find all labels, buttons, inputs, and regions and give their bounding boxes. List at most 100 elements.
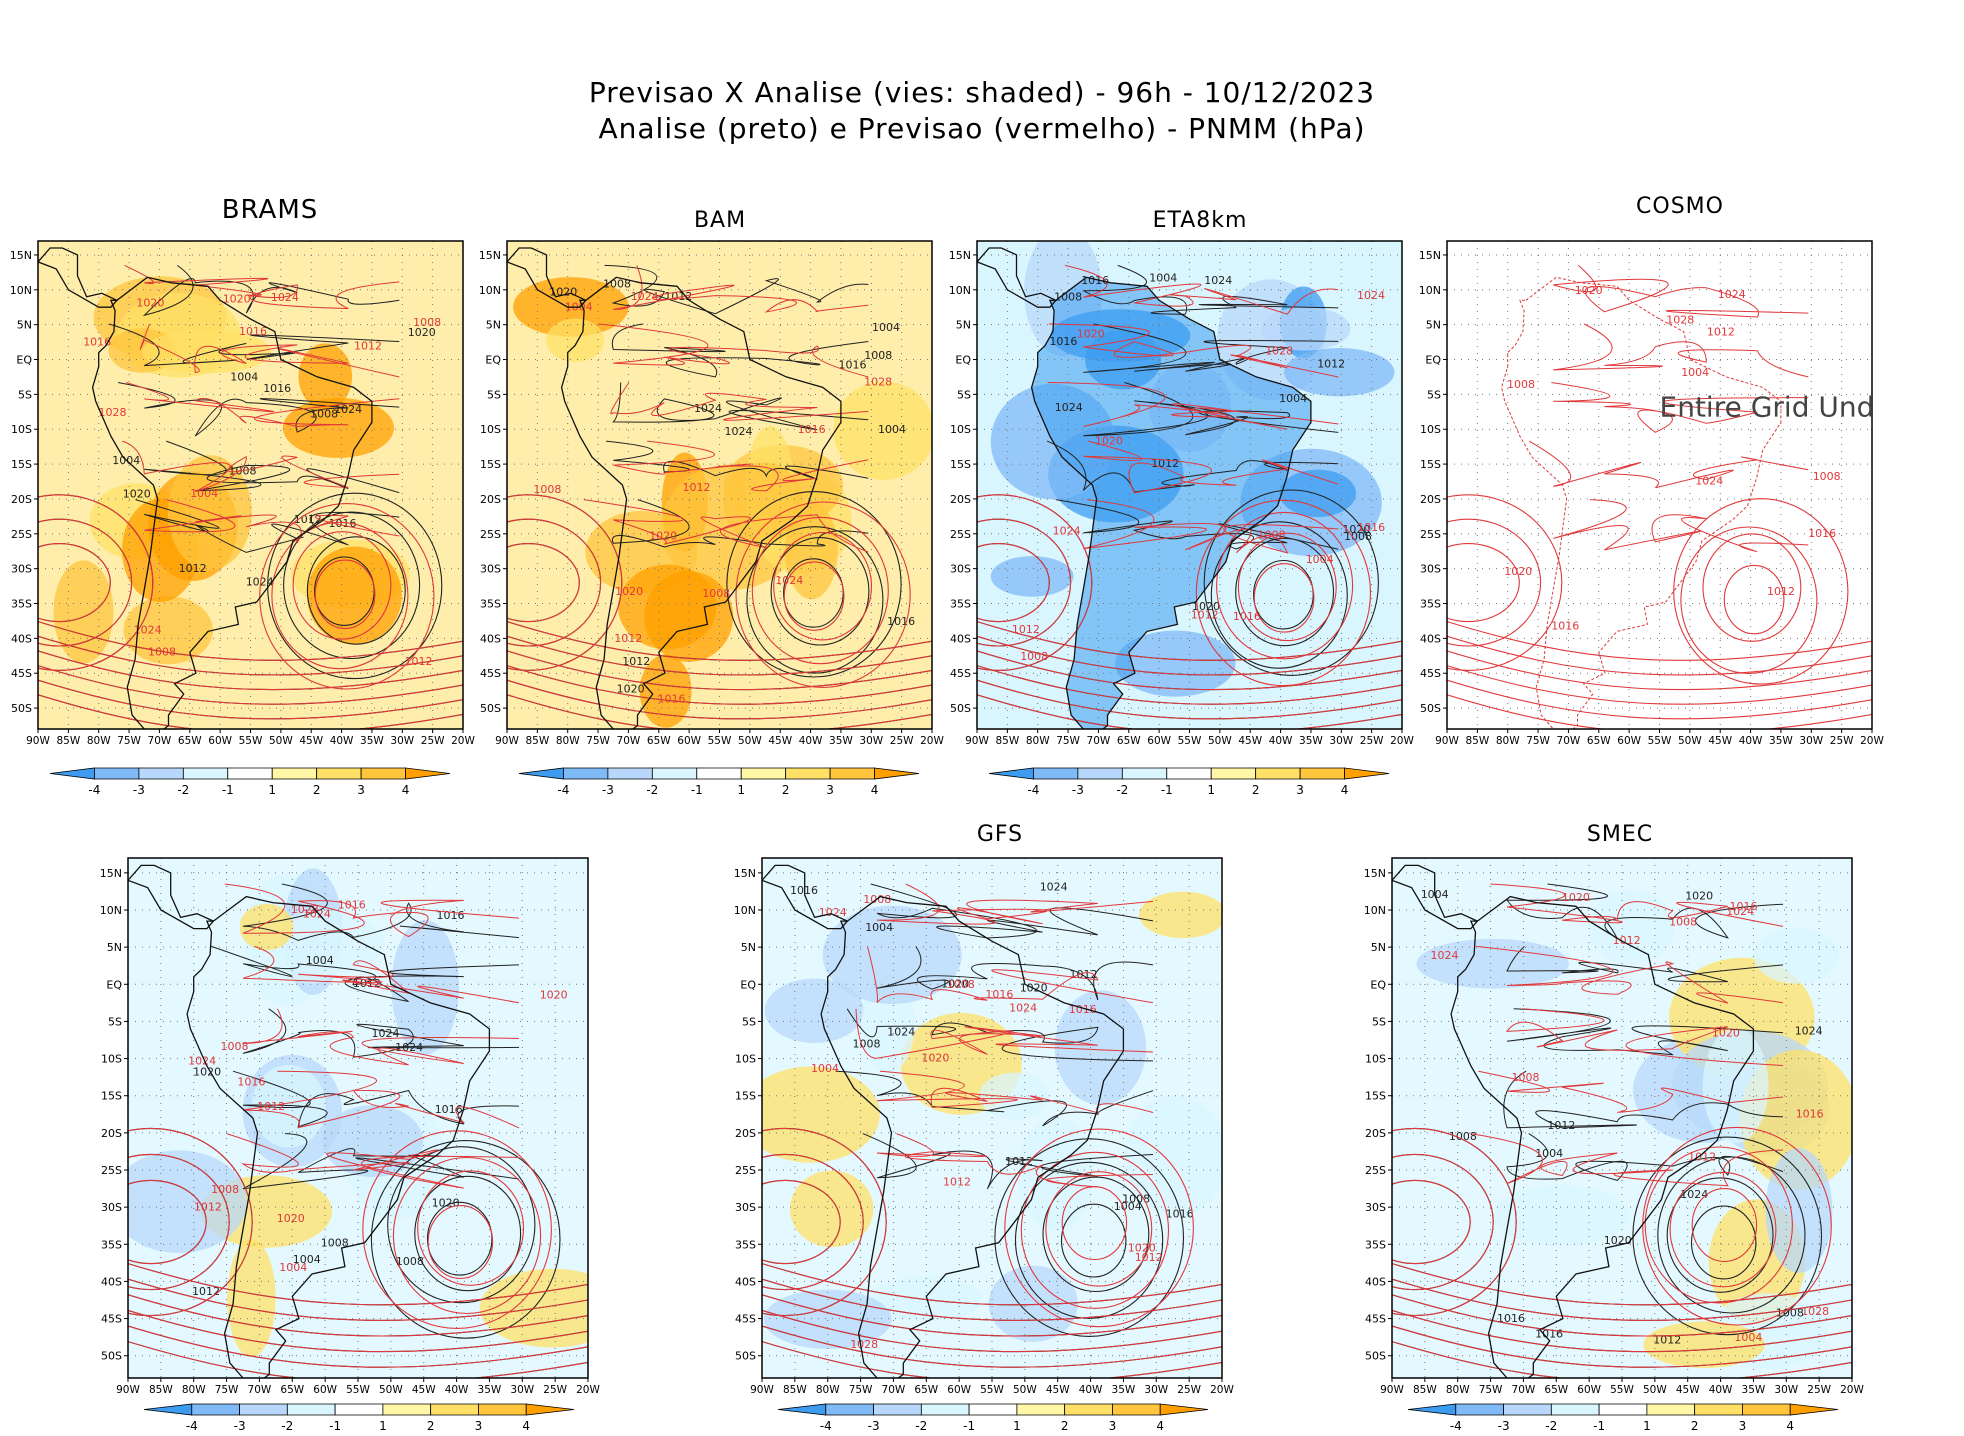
isobar-label: 1024 bbox=[1357, 289, 1385, 302]
forecast-isobar bbox=[259, 503, 435, 690]
isobar-label: 1008 bbox=[413, 316, 441, 329]
lon-label: 25W bbox=[1807, 1384, 1831, 1396]
isobar-label: 1012 bbox=[1135, 1251, 1163, 1264]
analysis-isobar bbox=[1046, 440, 1339, 493]
bias-blob bbox=[1017, 1117, 1095, 1231]
analysis-isobar bbox=[1042, 1176, 1150, 1293]
lat-label: 50S bbox=[1365, 1350, 1386, 1363]
isobar-label: 1008 bbox=[1669, 915, 1697, 928]
forecast-isobar bbox=[1004, 1128, 1194, 1328]
colorbar-label: -3 bbox=[868, 1419, 880, 1433]
colorbar-label: -1 bbox=[1161, 783, 1173, 797]
forecast-isobar bbox=[1392, 1309, 1852, 1353]
colorbar-label: -4 bbox=[1027, 783, 1039, 797]
lon-label: 25W bbox=[1360, 735, 1384, 747]
lat-label: 30S bbox=[11, 563, 32, 576]
forecast-isobar bbox=[128, 1309, 588, 1353]
colorbar-swatch bbox=[1121, 767, 1168, 780]
isobar-label: 1020 bbox=[193, 1065, 221, 1078]
lat-label: 40S bbox=[735, 1275, 756, 1288]
colorbar-label: -4 bbox=[1450, 1419, 1462, 1433]
bias-blob bbox=[239, 903, 294, 951]
lon-label: 55W bbox=[239, 735, 263, 747]
isobar-label: 1012 bbox=[257, 1100, 285, 1113]
forecast-isobar bbox=[128, 1127, 253, 1317]
forecast-isobar bbox=[977, 621, 1402, 661]
isobar-label: 1008 bbox=[1813, 470, 1841, 483]
isobar-label: 1020 bbox=[615, 585, 643, 598]
lon-label: 70W bbox=[248, 1384, 272, 1396]
colorbar-swatch bbox=[920, 1403, 970, 1416]
bias-blob bbox=[1493, 1185, 1630, 1246]
isobar-label: 1020 bbox=[921, 1051, 949, 1064]
colorbar-label: 3 bbox=[357, 783, 365, 797]
lon-label: 90W bbox=[1380, 1384, 1404, 1396]
lat-label: 15S bbox=[735, 1090, 756, 1103]
lon-label: 80W bbox=[816, 1384, 840, 1396]
bias-blob bbox=[833, 381, 932, 480]
forecast-isobar bbox=[242, 1070, 520, 1129]
lat-label: 50S bbox=[735, 1350, 756, 1363]
analysis-isobar bbox=[1210, 521, 1348, 669]
lon-label: 75W bbox=[849, 1384, 873, 1396]
bias-blob bbox=[790, 1170, 874, 1248]
forecast-isobar bbox=[762, 1325, 1222, 1368]
forecast-isobar bbox=[1447, 694, 1872, 729]
forecast-isobar bbox=[1642, 1126, 1832, 1326]
forecast-isobar bbox=[122, 440, 400, 493]
lon-label: 60W bbox=[1617, 735, 1641, 747]
analysis-isobar bbox=[1014, 1161, 1164, 1319]
map-panel-3: 1008101210161020102410041008101210161020… bbox=[949, 240, 1414, 797]
forecast-isobar bbox=[128, 1325, 588, 1368]
isobar-label: 1016 bbox=[1166, 1207, 1194, 1220]
forecast-isobar bbox=[128, 1294, 588, 1337]
panel-title-brams: BRAMS bbox=[221, 195, 319, 225]
lat-label: 50S bbox=[101, 1350, 122, 1363]
lat-label: 25S bbox=[1420, 528, 1441, 541]
panel-title-bam: BAM bbox=[693, 208, 747, 233]
colorbar-label: -2 bbox=[915, 1419, 927, 1433]
forecast-isobar bbox=[876, 1070, 1154, 1114]
lon-label: 90W bbox=[750, 1384, 774, 1396]
forecast-isobar bbox=[507, 543, 580, 623]
colorbar: -4 -3 -2 -1 1 2 3 4 bbox=[49, 767, 451, 797]
isobar-label: 1020 bbox=[277, 1212, 305, 1225]
lon-label: 35W bbox=[1112, 1384, 1136, 1396]
colorbar-swatch bbox=[1210, 767, 1257, 780]
isobar-label: 1008 bbox=[1054, 291, 1082, 304]
colorbar-label: -1 bbox=[329, 1419, 341, 1433]
lat-label: 10N bbox=[949, 284, 971, 297]
lon-label: 20W bbox=[576, 1384, 600, 1396]
lon-label: 60W bbox=[1577, 1384, 1601, 1396]
colorbar-label: -2 bbox=[646, 783, 658, 797]
colorbar-swatch bbox=[138, 767, 184, 780]
isobar-label: 1012 bbox=[354, 339, 382, 352]
lon-label: 85W bbox=[56, 735, 80, 747]
forecast-isobar bbox=[762, 1309, 1222, 1353]
colorbar-swatch bbox=[873, 1403, 922, 1416]
colorbar-label: -4 bbox=[557, 783, 569, 797]
lat-label: 35S bbox=[11, 598, 32, 611]
analysis-isobar bbox=[267, 492, 443, 680]
bias-blob bbox=[988, 1265, 1078, 1342]
analysis-isobar bbox=[414, 1175, 522, 1292]
colorbar-label: 1 bbox=[1207, 783, 1215, 797]
forecast-isobar bbox=[1048, 323, 1339, 378]
isobar-label: 1012 bbox=[1688, 1151, 1716, 1164]
isobar-label: 1012 bbox=[1012, 623, 1040, 636]
colorbar: -4 -3 -2 -1 1 2 3 4 bbox=[988, 767, 1390, 797]
isobar-label: 1024 bbox=[246, 575, 274, 588]
lon-label: 90W bbox=[965, 735, 989, 747]
lon-label: 50W bbox=[1643, 1384, 1667, 1396]
lon-label: 25W bbox=[543, 1384, 567, 1396]
colorbar-label: 2 bbox=[782, 783, 790, 797]
analysis-isobar bbox=[370, 1140, 561, 1339]
bias-blob bbox=[251, 1065, 326, 1148]
forecast-isobar bbox=[427, 1205, 494, 1279]
isobar-label: 1012 bbox=[1613, 934, 1641, 947]
colorbar-swatch bbox=[1064, 1403, 1113, 1416]
forecast-isobar bbox=[314, 559, 376, 630]
lon-label: 65W bbox=[1544, 1384, 1568, 1396]
lat-label: 10N bbox=[100, 904, 122, 917]
forecast-isobar bbox=[1553, 323, 1809, 378]
